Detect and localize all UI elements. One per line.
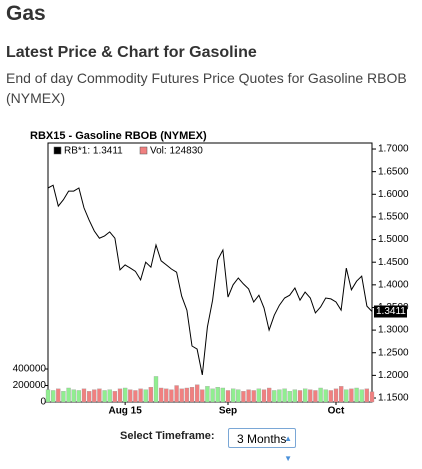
volume-bar <box>81 388 87 403</box>
volume-bar <box>158 387 164 403</box>
y-tick-label: 1.4000 <box>378 279 409 290</box>
plot-frame <box>47 142 373 403</box>
price-line <box>47 184 373 375</box>
y-tick-label: 1.5000 <box>378 234 409 245</box>
volume-bar <box>241 391 246 403</box>
volume-bar <box>338 386 344 403</box>
volume-bar <box>56 388 61 403</box>
chart: RBX15 - Gasoline RBOB (NYMEX) 1.1500 1.20… <box>13 130 409 417</box>
page-title: Gas <box>6 2 46 25</box>
y-tick-label: 1.6500 <box>378 166 409 177</box>
volume-bar <box>184 387 190 403</box>
volume-bar <box>369 391 375 403</box>
volume-bar <box>282 388 287 403</box>
volume-bar <box>287 391 292 403</box>
volume-bar <box>318 387 323 403</box>
volume-bar <box>323 389 328 403</box>
y-tick-label: 1.2000 <box>378 370 409 381</box>
legend-swatch <box>53 146 62 155</box>
y-tick-label: 1.7000 <box>378 144 409 155</box>
volume-bar <box>138 388 143 403</box>
y-tick-label: 1.1500 <box>378 393 409 404</box>
volume-bar <box>297 390 303 403</box>
volume-bar <box>349 388 354 403</box>
volume-bar <box>313 390 318 403</box>
volume-bar <box>50 390 56 403</box>
volume-bar <box>179 388 184 403</box>
volume-bar <box>128 389 133 403</box>
legend-label: RB*1: 1.3411 <box>64 146 123 157</box>
volume-bar <box>61 391 66 403</box>
volume-bar <box>364 388 370 403</box>
volume-bar <box>220 387 226 403</box>
legend-label: Vol: 124830 <box>150 146 203 157</box>
volume-bar <box>122 387 128 403</box>
volume-bar <box>92 389 97 403</box>
timeframe-value: 3 Months <box>237 432 287 446</box>
volume-bar <box>266 387 272 403</box>
volume-bar <box>112 391 118 403</box>
volume-bar <box>169 389 174 403</box>
volume-bar <box>246 389 251 403</box>
volume-bar <box>148 387 154 403</box>
volume-bar <box>251 390 256 403</box>
x-tick-label: Sep <box>219 406 237 417</box>
volume-bar <box>133 390 138 403</box>
volume-bar <box>277 389 282 403</box>
y2-tick-label: 0 <box>40 397 46 408</box>
last-value-label: 1.3411 <box>376 306 406 317</box>
volume-bar <box>71 389 76 403</box>
volume-bar <box>302 388 308 403</box>
volume-bar <box>328 390 334 403</box>
volume-bar <box>97 388 102 403</box>
x-tick-label: Aug 15 <box>108 406 142 417</box>
last-value-box <box>374 305 407 318</box>
volume-bar <box>194 384 200 403</box>
chart-title: RBX15 - Gasoline RBOB (NYMEX) <box>30 130 207 142</box>
volume-bar <box>164 388 169 403</box>
volume-bar <box>215 387 220 403</box>
x-tick-label: Oct <box>328 406 345 417</box>
volume-bar <box>189 387 195 403</box>
y-tick-label: 1.3000 <box>378 325 409 336</box>
volume-bar <box>45 389 51 403</box>
timeframe-select[interactable]: 3 Months ▲ ▼ <box>228 428 296 463</box>
volume-bar <box>200 389 205 403</box>
section-title: Latest Price & Chart for Gasoline <box>6 44 257 61</box>
y-tick-label: 1.5500 <box>378 212 409 223</box>
y-tick-label: 1.6000 <box>378 189 409 200</box>
volume-bar <box>86 391 92 403</box>
volume-bar <box>117 388 123 403</box>
page: Gas Latest Price & Chart for Gasoline En… <box>6 2 410 463</box>
y2-tick-label: 400000 <box>13 364 47 375</box>
legend-swatch <box>139 146 148 155</box>
volume-bar <box>102 390 107 403</box>
timeframe-label: Select Timeframe: <box>120 430 215 442</box>
volume-bar <box>210 388 215 403</box>
y-tick-label: 1.4500 <box>378 257 409 268</box>
volume-bar <box>143 389 148 403</box>
volume-bar <box>333 388 339 403</box>
volume-bar <box>225 390 231 403</box>
volume-bar <box>76 390 82 403</box>
volume-bar <box>256 388 262 403</box>
volume-bar <box>292 389 298 403</box>
description: End of day Commodity Futures Price Quote… <box>6 70 407 106</box>
volume-bar <box>66 387 71 403</box>
volume-bar <box>107 389 112 403</box>
volume-bar <box>344 389 349 403</box>
volume-bar <box>230 388 236 403</box>
volume-bar <box>308 389 313 403</box>
select-arrow: ▲ ▼ <box>284 434 292 463</box>
volume-bar <box>174 385 179 403</box>
y-tick-label: 1.2500 <box>378 347 409 358</box>
volume-bar <box>236 389 241 403</box>
volume-bar <box>205 386 210 403</box>
volume-bar <box>272 390 277 403</box>
volume-bar <box>354 387 359 403</box>
volume-bar <box>359 389 364 403</box>
volume-bar <box>153 376 159 403</box>
volume-bar <box>261 389 267 403</box>
y2-tick-label: 200000 <box>13 380 47 391</box>
